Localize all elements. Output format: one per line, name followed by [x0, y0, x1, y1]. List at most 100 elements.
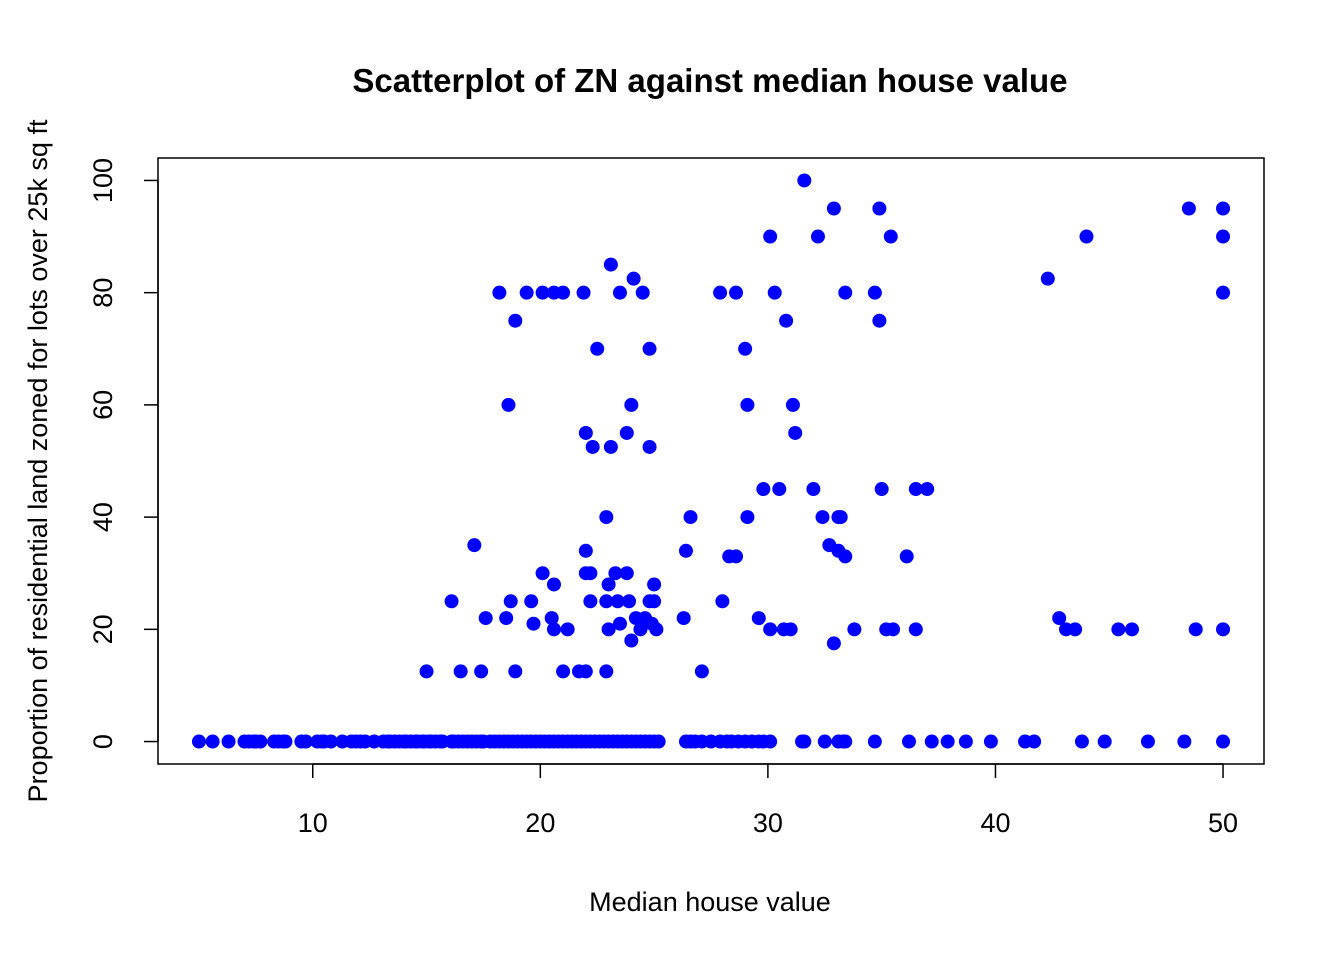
scatter-point — [610, 594, 625, 609]
scatter-point — [817, 734, 832, 749]
scatter-point — [501, 397, 516, 412]
scatter-point — [642, 439, 657, 454]
scatter-point — [847, 622, 862, 637]
scatter-point — [622, 594, 637, 609]
scatter-point — [467, 538, 482, 553]
scatter-point — [590, 341, 605, 356]
scatter-point — [612, 285, 627, 300]
scatter-point — [806, 482, 821, 497]
scatter-point — [883, 229, 898, 244]
scatter-point — [524, 594, 539, 609]
scatter-point — [772, 482, 787, 497]
scatter-point — [221, 734, 236, 749]
scatter-point — [642, 341, 657, 356]
scatter-point — [826, 201, 841, 216]
scatter-point — [578, 543, 593, 558]
scatter-point — [874, 482, 889, 497]
scatter-point — [983, 734, 998, 749]
scatter-point — [601, 577, 616, 592]
scatter-point — [1111, 622, 1126, 637]
scatter-point — [585, 439, 600, 454]
scatter-point — [1125, 622, 1140, 637]
x-tick-label: 10 — [298, 808, 328, 838]
y-tick-label: 40 — [88, 502, 118, 532]
scatter-point — [763, 229, 778, 244]
scatter-point — [649, 622, 664, 637]
scatter-point — [867, 285, 882, 300]
scatter-point — [651, 734, 666, 749]
scatter-point — [1216, 201, 1231, 216]
scatter-point — [578, 425, 593, 440]
scatter-point — [751, 611, 766, 626]
scatter-point — [740, 510, 755, 525]
scatter-point — [546, 577, 561, 592]
scatter-point — [1188, 622, 1203, 637]
scatter-point — [583, 594, 598, 609]
scatter-point — [1074, 734, 1089, 749]
scatter-point — [678, 543, 693, 558]
scatter-point — [492, 285, 507, 300]
scatter-point — [508, 664, 523, 679]
scatter-point — [763, 622, 778, 637]
scatter-point — [1216, 734, 1231, 749]
data-points — [191, 173, 1231, 749]
scatter-point — [1181, 201, 1196, 216]
scatter-point — [599, 594, 614, 609]
scatter-point — [738, 341, 753, 356]
scatter-point — [826, 636, 841, 651]
x-tick-label: 20 — [525, 808, 555, 838]
scatter-point — [535, 566, 550, 581]
scatter-point — [908, 482, 923, 497]
scatter-point — [526, 616, 541, 631]
scatter-point — [603, 257, 618, 272]
scatter-point — [797, 173, 812, 188]
scatter-point — [503, 594, 518, 609]
plot-frame — [157, 157, 1265, 765]
scatter-point — [556, 664, 571, 679]
scatter-point — [1068, 622, 1083, 637]
scatter-point — [763, 734, 778, 749]
scatter-point — [298, 734, 313, 749]
scatter-point — [253, 734, 268, 749]
scatter-point — [508, 313, 523, 328]
scatter-point — [1216, 229, 1231, 244]
x-tick-label: 30 — [753, 808, 783, 838]
scatter-point — [626, 271, 641, 286]
scatter-point — [647, 594, 662, 609]
scatter-point — [1097, 734, 1112, 749]
scatter-point — [323, 734, 338, 749]
scatter-point — [767, 285, 782, 300]
scatter-point — [1052, 611, 1067, 626]
scatter-point — [633, 622, 648, 637]
chart-title: Scatterplot of ZN against median house v… — [352, 62, 1067, 99]
scatter-point — [535, 285, 550, 300]
scatter-point — [599, 510, 614, 525]
scatter-point — [1216, 622, 1231, 637]
scatter-point — [694, 664, 709, 679]
x-axis: 10 20 30 40 50 — [298, 763, 1238, 838]
y-tick-label: 0 — [88, 734, 118, 749]
scatter-point — [624, 633, 639, 648]
scatter-point — [958, 734, 973, 749]
scatter-point — [624, 397, 639, 412]
x-tick-label: 50 — [1208, 808, 1238, 838]
scatter-point — [715, 594, 730, 609]
scatter-point — [1027, 734, 1042, 749]
scatter-point — [788, 425, 803, 440]
scatter-point — [619, 425, 634, 440]
y-tick-label: 80 — [88, 278, 118, 308]
scatter-point — [940, 734, 955, 749]
scatter-point — [619, 566, 634, 581]
scatter-point — [838, 734, 853, 749]
scatter-point — [1140, 734, 1155, 749]
scatter-point — [838, 549, 853, 564]
scatter-point — [647, 577, 662, 592]
y-axis: 0 20 40 60 80 100 — [88, 158, 159, 749]
scatter-point — [779, 313, 794, 328]
x-axis-label: Median house value — [589, 887, 831, 917]
scatter-point — [191, 734, 206, 749]
scatter-point — [556, 285, 571, 300]
scatter-point — [519, 285, 534, 300]
scatter-point — [872, 313, 887, 328]
